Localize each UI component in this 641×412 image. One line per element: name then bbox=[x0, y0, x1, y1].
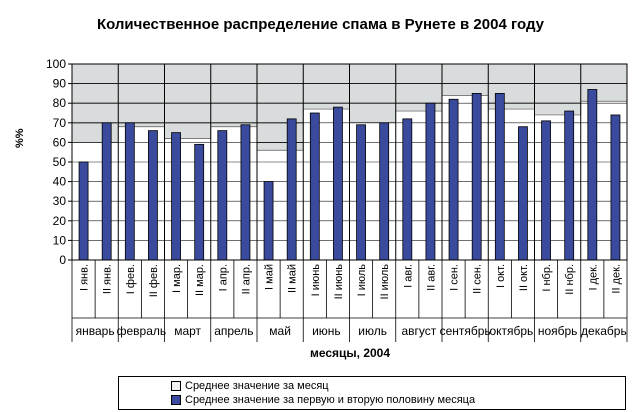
x-axis-label: месяцы, 2004 bbox=[309, 346, 391, 360]
bar-10 bbox=[309, 112, 320, 261]
x-tick-label: II июнь bbox=[333, 264, 345, 300]
bar-22 bbox=[587, 89, 598, 261]
legend-item-monthly: Среднее значение за месяц bbox=[171, 380, 329, 392]
legend-swatch-halfmonth bbox=[171, 395, 181, 405]
y-tick-label: 70 bbox=[53, 116, 67, 130]
bar-2 bbox=[124, 122, 135, 261]
bar-9 bbox=[286, 118, 297, 261]
x-tick-label: I окт. bbox=[495, 264, 507, 288]
legend-swatch-monthly bbox=[171, 381, 181, 391]
bar-16 bbox=[448, 98, 459, 261]
month-label: июнь bbox=[312, 324, 341, 338]
x-tick-label: II апр. bbox=[240, 264, 252, 294]
y-tick-label: 20 bbox=[53, 214, 67, 228]
x-tick-label: II сен. bbox=[472, 264, 484, 294]
month-label: декабрь bbox=[581, 324, 627, 338]
bar-21 bbox=[564, 110, 575, 261]
x-tick-label: II авг. bbox=[425, 264, 437, 291]
y-tick-label: 100 bbox=[46, 57, 66, 71]
y-tick-label: 90 bbox=[53, 77, 67, 91]
x-tick-label: I янв. bbox=[79, 264, 91, 291]
x-tick-label: II мар. bbox=[194, 264, 206, 296]
x-tick-label: I июль bbox=[356, 264, 368, 297]
x-tick-label: II янв. bbox=[102, 264, 114, 294]
x-tick-label: I фев. bbox=[125, 264, 137, 294]
x-tick-label: II окт. bbox=[518, 264, 530, 291]
x-tick-label: I сен. bbox=[449, 264, 461, 291]
x-tick-label: I июнь bbox=[310, 264, 322, 297]
bar-19 bbox=[518, 126, 528, 261]
x-tick-label: II дек. bbox=[610, 264, 622, 294]
bar-5 bbox=[194, 143, 205, 261]
x-tick-label: II фев. bbox=[148, 264, 160, 297]
month-label: февраль bbox=[117, 324, 167, 338]
month-label: август bbox=[401, 324, 436, 338]
y-tick-label: 60 bbox=[53, 135, 67, 149]
month-label: январь bbox=[76, 324, 115, 338]
x-tick-label: II нбр. bbox=[564, 264, 576, 295]
bar-8 bbox=[263, 181, 274, 261]
month-label: сентябрь bbox=[440, 324, 491, 338]
x-tick-label: II май bbox=[287, 264, 299, 293]
bar-23 bbox=[610, 114, 621, 261]
month-label: ноябрь bbox=[538, 324, 578, 338]
bar-18 bbox=[494, 93, 505, 261]
month-label: июль bbox=[358, 324, 387, 338]
y-tick-label: 40 bbox=[53, 175, 67, 189]
y-tick-label: 80 bbox=[53, 96, 67, 110]
month-label: март bbox=[174, 324, 201, 338]
chart-title: Количественное распределение спама в Рун… bbox=[96, 16, 545, 33]
bar-12 bbox=[356, 124, 366, 261]
bar-1 bbox=[101, 122, 112, 261]
bar-3 bbox=[148, 130, 158, 261]
bar-14 bbox=[402, 118, 413, 261]
bar-11 bbox=[333, 106, 343, 261]
x-tick-label: I дек. bbox=[587, 264, 599, 291]
month-label: октябрь bbox=[489, 324, 533, 338]
month-label: май bbox=[269, 324, 291, 338]
legend-item-halfmonth: Среднее значение за первую и вторую поло… bbox=[171, 394, 475, 406]
y-tick-label: 30 bbox=[53, 194, 67, 208]
legend: Среднее значение за месяц Среднее значен… bbox=[118, 376, 626, 410]
bar-4 bbox=[171, 132, 181, 261]
y-tick-label: 0 bbox=[59, 253, 66, 267]
bar-17 bbox=[471, 93, 482, 261]
x-tick-label: I апр. bbox=[217, 264, 229, 291]
y-tick-label: 50 bbox=[53, 155, 67, 169]
bar-15 bbox=[425, 102, 436, 261]
month-label: апрель bbox=[214, 324, 253, 338]
x-tick-label: I мар. bbox=[171, 264, 183, 293]
bar-7 bbox=[240, 124, 251, 261]
x-tick-label: II июль bbox=[379, 264, 391, 300]
y-tick-label: 10 bbox=[53, 233, 67, 247]
x-tick-label: I авг. bbox=[402, 264, 414, 288]
x-tick-label: I нбр. bbox=[541, 264, 553, 292]
legend-label-halfmonth: Среднее значение за первую и вторую поло… bbox=[185, 394, 476, 406]
bar-0 bbox=[78, 161, 89, 261]
legend-label-monthly: Среднее значение за месяц bbox=[185, 380, 329, 392]
x-tick-label: I май bbox=[264, 264, 276, 290]
bar-20 bbox=[541, 120, 551, 261]
bar-13 bbox=[379, 122, 390, 261]
bar-6 bbox=[217, 130, 228, 261]
